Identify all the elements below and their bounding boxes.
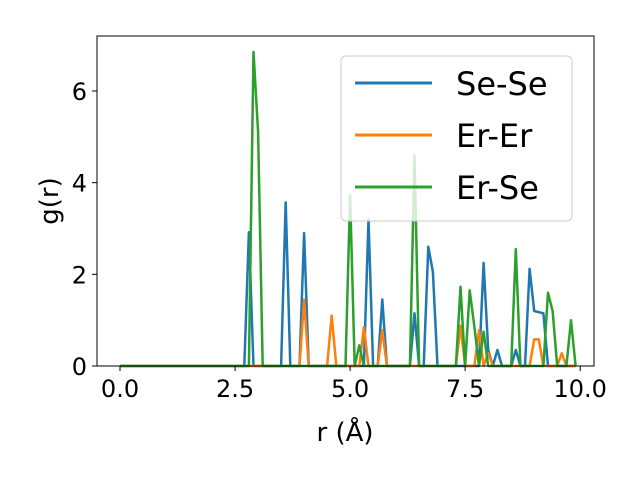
series-line-er-er (120, 298, 576, 368)
y-axis-title: g(r) (35, 177, 65, 224)
y-tick-label: 0 (72, 353, 87, 381)
axes-frame (96, 35, 595, 367)
legend-label-se-se: Se-Se (456, 65, 548, 103)
legend-label-er-se: Er-Se (456, 169, 539, 207)
legend: Se-Se Er-Er Er-Se (340, 55, 573, 222)
x-tick-label: 2.5 (216, 375, 254, 403)
x-axis-ticks: 0.0 2.5 5.0 7.5 10.0 (101, 366, 607, 403)
x-axis-title: r (Å) (316, 416, 373, 448)
y-tick-label: 2 (72, 261, 87, 289)
legend-label-er-er: Er-Er (456, 117, 533, 155)
x-tick-label: 7.5 (446, 375, 484, 403)
legend-box (340, 55, 573, 222)
y-tick-label: 6 (72, 78, 87, 106)
x-tick-label: 0.0 (101, 375, 139, 403)
y-tick-label: 4 (72, 170, 87, 198)
x-tick-label: 5.0 (331, 375, 369, 403)
x-tick-label: 10.0 (553, 375, 606, 403)
y-axis-ticks: 0 2 4 6 (72, 78, 97, 381)
